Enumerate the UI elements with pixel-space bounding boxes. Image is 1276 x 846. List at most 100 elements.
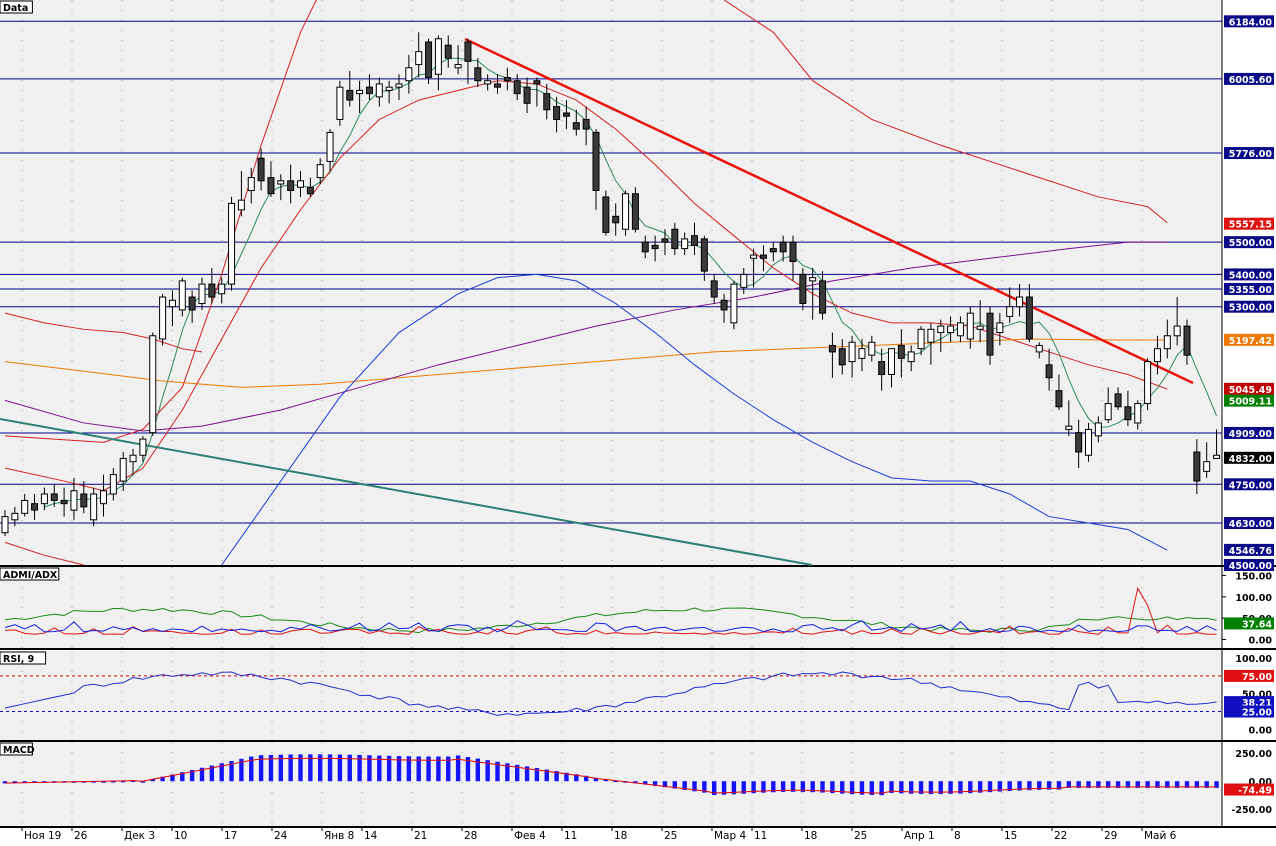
envelope-upper-left <box>4 0 317 443</box>
candle-body <box>434 38 442 75</box>
candle-body <box>257 157 265 182</box>
candle-body <box>50 493 58 501</box>
y-tag: 6184.00 <box>1224 15 1274 28</box>
macd-bar <box>544 769 549 782</box>
x-tick-label: Ноя 19 <box>24 830 61 842</box>
candle-body <box>1144 361 1152 405</box>
candle <box>454 45 462 75</box>
candle <box>622 190 630 236</box>
candle-body <box>139 438 147 456</box>
macd-bar <box>219 763 224 782</box>
adx-green-line <box>4 607 1217 634</box>
macd-bar <box>1086 781 1091 788</box>
macd-bar <box>633 781 638 784</box>
candle-body <box>1035 344 1043 353</box>
admi-pane-label-box <box>0 567 60 581</box>
macd-bar <box>1066 781 1071 788</box>
macd-bar <box>554 771 559 782</box>
macd-bar <box>406 756 412 782</box>
candle <box>11 506 19 527</box>
candle <box>710 274 718 304</box>
macd-bar <box>613 780 618 783</box>
candle-body <box>582 118 590 130</box>
candle-body <box>1055 390 1063 408</box>
candle <box>631 187 639 233</box>
rsi-y-tick-label: 50.00 <box>1242 690 1272 701</box>
candle-body <box>1183 325 1191 356</box>
candle-body <box>159 296 167 340</box>
macd-bar <box>12 781 18 784</box>
y-tag: 4750.00 <box>1224 478 1274 491</box>
candle-body <box>228 202 236 285</box>
candle-body <box>888 348 895 376</box>
candle-body <box>484 80 492 85</box>
candle-body <box>31 503 39 511</box>
candle-body <box>425 41 433 78</box>
candle-body <box>671 228 679 250</box>
candle <box>90 487 98 527</box>
candle-body <box>947 325 955 334</box>
candle <box>415 32 423 78</box>
candle-body <box>759 254 767 259</box>
macd-bar <box>130 780 136 783</box>
candle <box>316 158 324 185</box>
candle <box>237 171 245 217</box>
candle <box>434 35 442 91</box>
rsi-tag-box <box>1224 696 1274 709</box>
candle <box>612 203 620 236</box>
macd-bar <box>643 781 648 785</box>
candle-body <box>543 93 551 111</box>
candle-body <box>986 312 994 356</box>
candle-body <box>287 180 295 191</box>
candle <box>149 332 157 436</box>
candle <box>720 293 728 323</box>
candle <box>543 83 551 120</box>
x-tick-label: 11 <box>564 830 577 842</box>
macd-pane-label-box <box>0 742 33 756</box>
macd-bar <box>121 780 126 783</box>
macd-bar <box>268 754 274 782</box>
macd-bar <box>1145 781 1150 788</box>
x-tick-label: 14 <box>364 830 378 842</box>
admi-tag-box <box>1224 617 1274 630</box>
candle-body <box>789 241 797 263</box>
candle-body <box>779 241 787 253</box>
candle-body <box>966 312 974 340</box>
x-tick-label: 25 <box>664 830 677 842</box>
y-tag-label: 4500.00 <box>1229 561 1273 572</box>
rsi-tag-label: 25.00 <box>1242 708 1272 719</box>
candle-body <box>553 106 561 120</box>
macd-bar <box>593 777 599 782</box>
candle <box>750 248 758 288</box>
candle-body <box>385 86 393 91</box>
candle-body <box>996 322 1004 334</box>
macd-bar <box>1174 781 1180 788</box>
candle <box>592 129 600 210</box>
candle-body <box>188 296 196 311</box>
candle-body <box>80 493 88 508</box>
y-tag: 5776.00 <box>1224 147 1274 160</box>
envelope-lower-left <box>4 312 203 353</box>
candle <box>1134 400 1142 430</box>
candle-body <box>168 299 176 308</box>
candle <box>247 167 255 204</box>
macd-bar <box>515 764 520 782</box>
macd-bar <box>1155 781 1160 788</box>
y-tag-label: 4546.76 <box>1229 546 1273 557</box>
y-tag-box <box>1224 559 1274 571</box>
candle-body <box>681 238 689 250</box>
macd-bar <box>712 781 717 796</box>
macd-bar <box>416 756 421 782</box>
candle-body <box>572 122 580 130</box>
macd-bar <box>1027 781 1032 791</box>
candle <box>1144 358 1152 411</box>
y-tag-box <box>1224 478 1274 491</box>
macd-bar <box>209 765 215 782</box>
macd-bar <box>1165 781 1170 788</box>
price-pane-label-box <box>0 0 33 14</box>
candle-body <box>1134 403 1142 424</box>
macd-bar <box>534 767 540 782</box>
candle <box>444 35 452 68</box>
candle-body <box>336 86 344 120</box>
